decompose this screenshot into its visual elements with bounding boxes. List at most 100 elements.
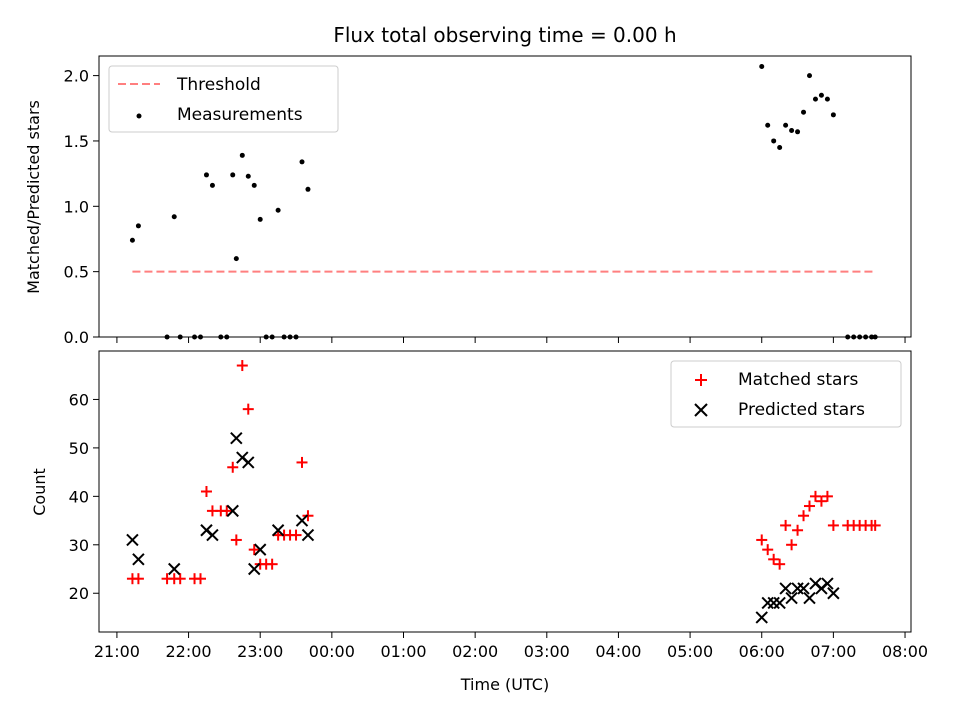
measurement-point xyxy=(812,96,818,102)
matched-star-point xyxy=(266,558,278,570)
bottom-y-tick-label: 20 xyxy=(69,584,89,603)
top-y-tick-label: 0.5 xyxy=(64,263,89,282)
x-tick-label: 00:00 xyxy=(309,642,355,661)
matched-legend-swatch xyxy=(695,374,707,386)
threshold-legend-label: Threshold xyxy=(176,75,261,95)
measurement-point xyxy=(135,223,141,229)
bottom-legend-box xyxy=(670,360,902,428)
top-legend-box xyxy=(108,65,339,133)
predicted-star-point xyxy=(242,456,255,469)
top-y-tick-label: 0.0 xyxy=(64,328,89,347)
top-y-tick-label: 1.0 xyxy=(64,197,89,216)
matched-star-point xyxy=(174,573,186,585)
bottom-y-axis-label: Count xyxy=(30,468,49,516)
measurement-point xyxy=(275,207,281,213)
matched-star-point xyxy=(230,534,242,546)
predicted-star-point xyxy=(168,562,181,576)
matched-legend-label: Matched stars xyxy=(738,370,858,390)
measurement-point xyxy=(777,144,783,150)
matched-star-point xyxy=(774,558,786,570)
matched-star-point xyxy=(780,519,792,531)
predicted-star-point xyxy=(253,543,267,556)
x-tick-label: 21:00 xyxy=(94,642,140,661)
matched-star-point xyxy=(221,505,233,517)
bottom-y-tick-label: 50 xyxy=(69,439,89,458)
bottom-y-tick-label: 30 xyxy=(69,536,89,555)
predicted-star-point xyxy=(248,562,261,576)
matched-star-point xyxy=(815,495,827,507)
measurement-point xyxy=(305,186,311,192)
chart-title: Flux total observing time = 0.00 h xyxy=(333,23,676,47)
matched-star-point xyxy=(248,544,260,556)
bottom-y-tick-label: 60 xyxy=(69,390,89,409)
predicted-star-point xyxy=(226,504,239,518)
matched-star-point xyxy=(296,456,308,468)
count-series xyxy=(126,360,881,624)
bottom-y-tick-label: 40 xyxy=(69,487,89,506)
predicted-star-point xyxy=(230,431,243,445)
x-tick-label: 23:00 xyxy=(237,642,283,661)
bottom-axis-ticks: 20 30 40 50 60 21:00 22:00 23:00 00:00 01:00 02:00… xyxy=(69,390,928,661)
matched-star-point xyxy=(242,403,254,415)
matched-star-point xyxy=(804,500,815,512)
measurement-point xyxy=(245,173,251,179)
x-tick-label: 06:00 xyxy=(739,642,785,661)
predicted-star-point xyxy=(301,528,315,542)
measurement-point xyxy=(209,182,215,188)
matched-star-point xyxy=(227,461,239,473)
matched-star-point xyxy=(768,553,780,565)
matched-star-point xyxy=(132,573,144,585)
measurement-point xyxy=(203,172,209,178)
measurement-point xyxy=(233,256,239,262)
matched-star-point xyxy=(786,539,798,551)
measurement-point xyxy=(299,159,305,165)
measurement-point xyxy=(257,216,263,222)
measurement-point xyxy=(824,96,830,102)
matched-star-point xyxy=(809,490,821,502)
matched-star-point xyxy=(290,529,302,541)
matched-star-point xyxy=(762,544,774,556)
measurement-point xyxy=(230,172,236,178)
x-tick-label: 22:00 xyxy=(166,642,212,661)
measurement-point xyxy=(818,92,824,98)
measurement-point xyxy=(789,127,795,133)
measurement-point xyxy=(239,152,245,158)
predicted-star-point xyxy=(206,528,219,542)
predicted-star-point xyxy=(785,591,798,605)
predicted-star-point xyxy=(803,591,816,605)
bottom-legend: Matched stars Predicted stars xyxy=(670,360,902,428)
measurement-point xyxy=(171,214,177,220)
measurement-point xyxy=(251,182,257,188)
x-tick-label: 08:00 xyxy=(882,642,928,661)
matched-star-point xyxy=(756,534,768,546)
top-axis-ticks: 0.0 0.5 1.0 1.5 2.0 xyxy=(64,67,906,347)
top-y-tick-label: 1.5 xyxy=(64,132,89,151)
matched-star-point xyxy=(792,524,804,536)
x-tick-label: 02:00 xyxy=(452,642,498,661)
predicted-star-point xyxy=(767,596,780,610)
predicted-legend-label: Predicted stars xyxy=(738,400,865,420)
predicted-star-point xyxy=(132,553,145,566)
x-tick-label: 03:00 xyxy=(524,642,570,661)
measurement-point xyxy=(771,138,777,144)
predicted-star-point xyxy=(295,514,309,527)
measurement-point xyxy=(759,63,765,69)
bottom-plot-frame xyxy=(98,350,912,633)
predicted-star-point xyxy=(761,596,774,610)
top-y-axis-label: Matched/Predicted stars xyxy=(24,100,43,294)
bottom-panel: 20 30 40 50 60 21:00 22:00 23:00 00:00 01:00 02:00… xyxy=(30,350,928,694)
top-plot-frame xyxy=(98,55,912,338)
matched-star-point xyxy=(236,360,248,372)
x-tick-label: 07:00 xyxy=(810,642,856,661)
predicted-star-point xyxy=(126,533,139,547)
measurements-legend-swatch xyxy=(136,113,142,119)
predicted-legend-swatch xyxy=(694,403,708,417)
predicted-star-point xyxy=(779,582,792,595)
matched-star-point xyxy=(798,510,810,522)
measurements-legend-label: Measurements xyxy=(177,105,303,125)
measurement-point xyxy=(795,129,801,135)
top-y-tick-label: 2.0 xyxy=(64,67,89,86)
measurement-point xyxy=(801,109,807,115)
x-tick-label: 05:00 xyxy=(667,642,713,661)
predicted-star-point xyxy=(821,577,834,590)
